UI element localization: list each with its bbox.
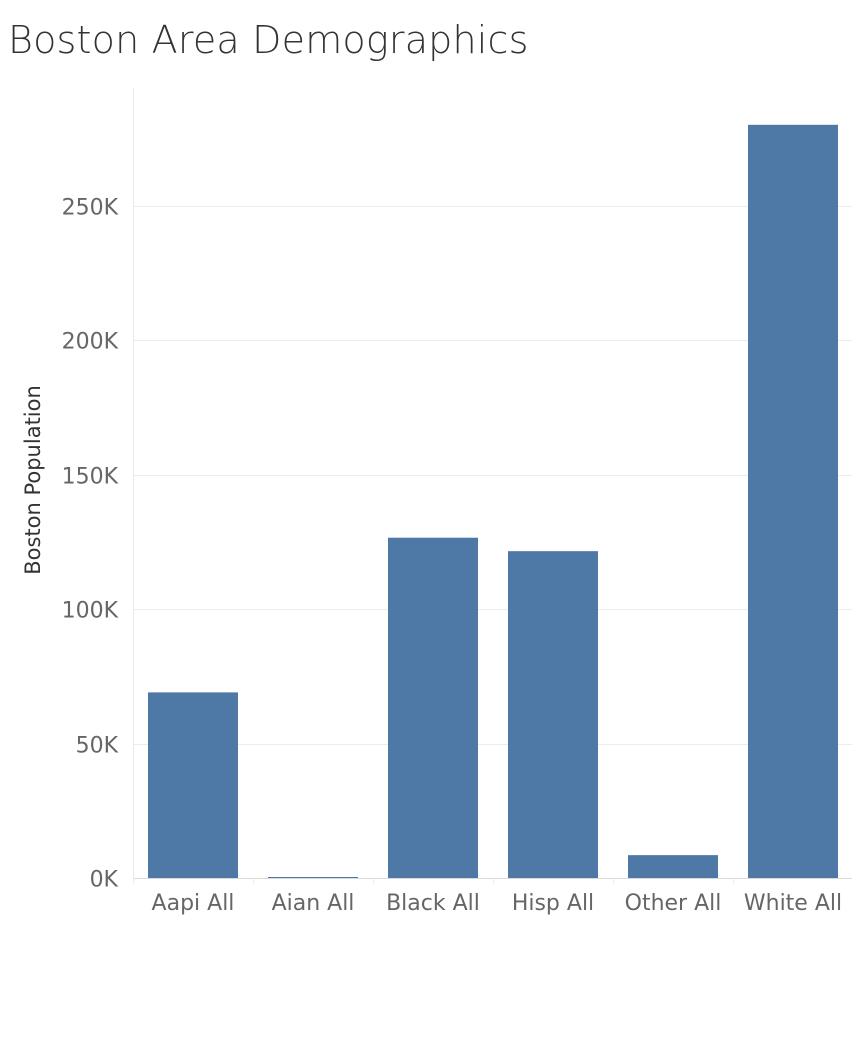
x-tick-label: Hisp All [512,891,594,916]
y-tick-labels: 0K 50K 100K 150K 200K 250K [62,196,119,893]
bars [148,124,838,879]
y-tick-label: 50K [76,734,119,759]
bar [148,692,238,878]
x-tick-label: Black All [386,891,480,916]
y-tick-label: 0K [90,868,119,893]
bar [268,877,358,878]
bar [748,124,838,879]
y-tick-label: 200K [62,330,119,355]
x-tick-label: Aian All [272,891,355,916]
chart-title: Boston Area Demographics [8,18,529,62]
y-tick-label: 150K [62,465,119,490]
y-tick-label: 100K [62,599,119,624]
x-tick-labels: Aapi All Aian All Black All Hisp All Other A… [152,891,843,916]
bar [388,537,478,878]
y-axis-title: Boston Population [21,385,45,575]
bar [508,551,598,878]
x-tick-label: Other All [625,891,722,916]
y-tick-label: 250K [62,196,119,221]
bar [628,855,718,878]
axes [133,88,852,884]
x-tick-label: White All [744,891,842,916]
gridlines [133,206,852,745]
x-tick-label: Aapi All [152,891,235,916]
